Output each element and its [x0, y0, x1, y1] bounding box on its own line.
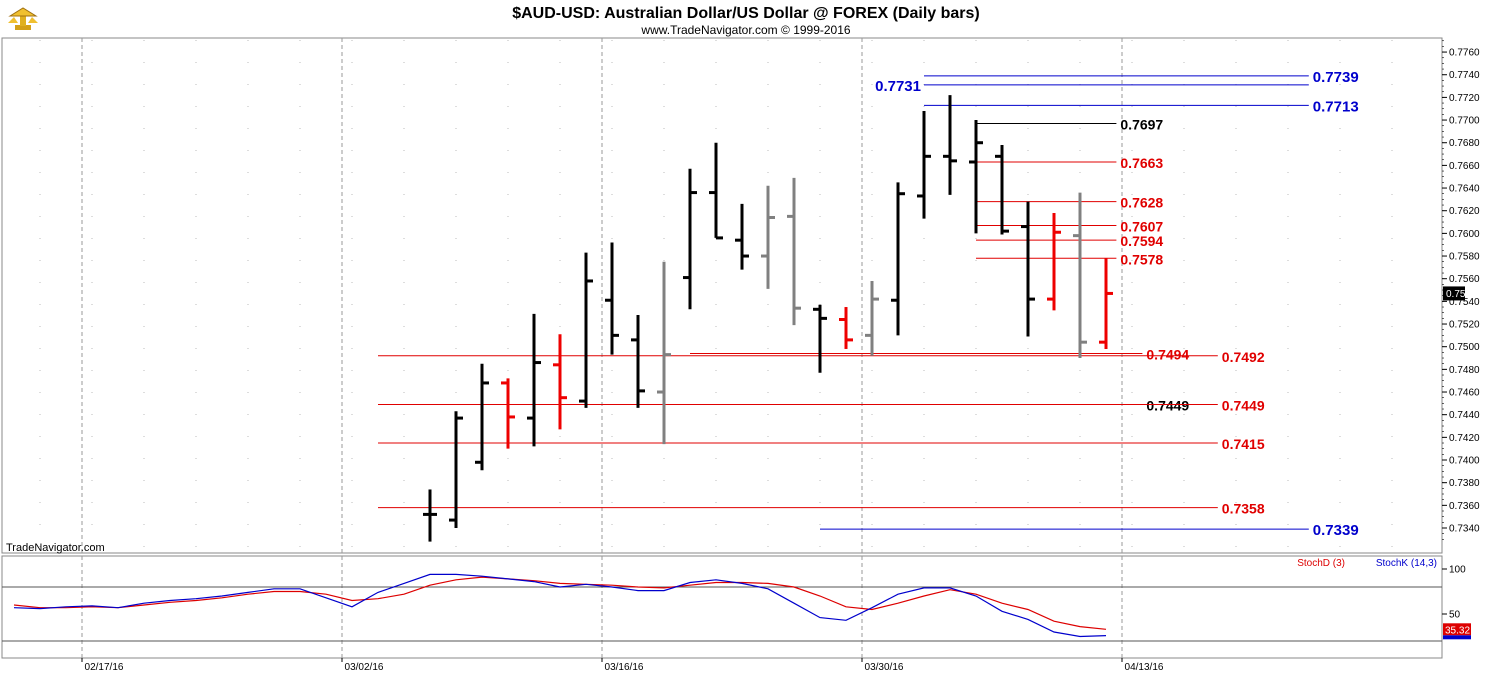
price-levels: 0.7739 0.7731 0.7713 0.7697 0.7663 0.7628 0.76… — [378, 69, 1359, 539]
level-label: 0.7697 — [1120, 116, 1163, 132]
x-tick-label: 02/17/16 — [85, 662, 124, 673]
y-tick-label: 0.7580 — [1449, 252, 1480, 263]
y-tick-label: 0.7480 — [1449, 365, 1480, 376]
level-label: 0.7739 — [1313, 69, 1359, 86]
watermark: TradeNavigator.com — [6, 542, 105, 554]
y-tick-label: 0.7540 — [1449, 297, 1480, 308]
stoch-d-readout: 35.32 — [1445, 625, 1470, 636]
stoch-legend: StochD (3) StochK (14,3) — [1297, 558, 1437, 569]
x-tick-label: 04/13/16 — [1125, 662, 1164, 673]
x-tick-label: 03/02/16 — [345, 662, 384, 673]
level-label: 0.7339 — [1313, 522, 1359, 539]
stochastic-panel — [1, 555, 1443, 659]
x-tick-label: 03/30/16 — [865, 662, 904, 673]
level-label: 0.7358 — [1222, 501, 1265, 517]
y-tick-label: 0.7680 — [1449, 138, 1480, 149]
level-label: 0.7594 — [1120, 233, 1163, 249]
y-tick-label: 0.7340 — [1449, 524, 1480, 535]
x-tick-label: 03/16/16 — [605, 662, 644, 673]
y-tick-label: 0.7760 — [1449, 48, 1480, 59]
stoch-y-tick-label: 100 — [1449, 565, 1466, 576]
y-tick-label: 0.7620 — [1449, 206, 1480, 217]
y-tick-label: 0.7520 — [1449, 320, 1480, 331]
stoch-d-readout-box — [1443, 623, 1471, 636]
level-label: 0.7494 — [1146, 346, 1189, 362]
y-tick-label: 0.7660 — [1449, 161, 1480, 172]
stoch-k-line — [13, 573, 1107, 638]
level-label: 0.7449 — [1222, 397, 1265, 413]
legend-stoch-d: StochD (3) — [1297, 558, 1345, 569]
legend-stoch-k: StochK (14,3) — [1376, 558, 1437, 569]
level-label: 0.7628 — [1120, 195, 1163, 211]
y-tick-label: 0.7380 — [1449, 478, 1480, 489]
y-tick-label: 0.7740 — [1449, 70, 1480, 81]
y-tick-label: 0.7440 — [1449, 410, 1480, 421]
chart-subtitle: www.TradeNavigator.com © 1999-2016 — [640, 23, 850, 37]
y-tick-label: 0.7400 — [1449, 456, 1480, 467]
y-tick-label: 0.7420 — [1449, 433, 1480, 444]
stoch-k-readout-box — [1443, 635, 1471, 640]
y-tick-label: 0.7360 — [1449, 501, 1480, 512]
level-label: 0.7731 — [875, 78, 921, 95]
level-label: 0.7578 — [1120, 251, 1163, 267]
trade-navigator-logo-icon — [8, 7, 38, 30]
level-label: 0.7713 — [1313, 98, 1359, 115]
stochastic-lines — [13, 573, 1107, 638]
stoch-d-line — [13, 576, 1107, 630]
price-bars — [423, 95, 1113, 542]
level-label: 0.7492 — [1222, 349, 1265, 365]
y-tick-label: 0.7500 — [1449, 342, 1480, 353]
chart-title: $AUD-USD: Australian Dollar/US Dollar @ … — [512, 5, 980, 22]
level-label: 0.7415 — [1222, 436, 1265, 452]
level-label: 0.7449 — [1146, 397, 1189, 413]
y-tick-label: 0.7460 — [1449, 388, 1480, 399]
last-price-label: 0.7547 — [1446, 289, 1477, 300]
stoch-y-tick-label: 50 — [1449, 610, 1461, 621]
price-panel — [1, 37, 1443, 554]
level-label: 0.7663 — [1120, 155, 1163, 171]
level-label: 0.7607 — [1120, 218, 1163, 234]
y-tick-label: 0.7640 — [1449, 184, 1480, 195]
y-tick-label: 0.7560 — [1449, 274, 1480, 285]
y-tick-label: 0.7720 — [1449, 93, 1480, 104]
grid — [2, 38, 1442, 658]
axes: 02/17/16 03/02/16 03/16/16 03/30/16 04/13/16… — [81, 40, 1480, 673]
last-price-marker — [1443, 286, 1465, 301]
y-tick-label: 0.7600 — [1449, 229, 1480, 240]
y-tick-label: 0.7700 — [1449, 116, 1480, 127]
